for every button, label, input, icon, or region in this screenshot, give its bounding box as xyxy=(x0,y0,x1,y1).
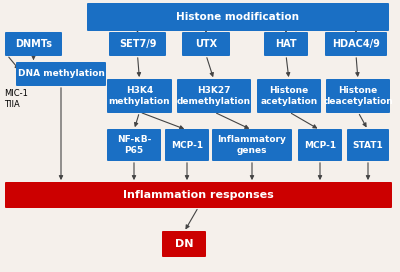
Text: HAT: HAT xyxy=(275,39,297,49)
FancyBboxPatch shape xyxy=(109,32,166,56)
FancyBboxPatch shape xyxy=(298,129,342,161)
Text: MCP-1: MCP-1 xyxy=(304,141,336,150)
Text: MIC-1
TIIA: MIC-1 TIIA xyxy=(4,89,28,109)
FancyBboxPatch shape xyxy=(177,79,251,113)
FancyBboxPatch shape xyxy=(264,32,308,56)
Text: STAT1: STAT1 xyxy=(353,141,383,150)
FancyBboxPatch shape xyxy=(5,182,392,208)
FancyBboxPatch shape xyxy=(87,3,389,31)
FancyBboxPatch shape xyxy=(182,32,230,56)
Text: HDAC4/9: HDAC4/9 xyxy=(332,39,380,49)
Text: H3K27
demethylation: H3K27 demethylation xyxy=(177,86,251,106)
FancyBboxPatch shape xyxy=(347,129,389,161)
FancyBboxPatch shape xyxy=(326,79,390,113)
Text: DNMTs: DNMTs xyxy=(15,39,52,49)
Text: H3K4
methylation: H3K4 methylation xyxy=(109,86,170,106)
FancyBboxPatch shape xyxy=(162,231,206,257)
Text: UTX: UTX xyxy=(195,39,217,49)
FancyBboxPatch shape xyxy=(107,79,172,113)
Text: MCP-1: MCP-1 xyxy=(171,141,203,150)
FancyBboxPatch shape xyxy=(257,79,321,113)
Text: Inflammation responses: Inflammation responses xyxy=(123,190,274,200)
FancyBboxPatch shape xyxy=(325,32,387,56)
Text: Histone modification: Histone modification xyxy=(176,12,300,22)
Text: Histone
deacetylation: Histone deacetylation xyxy=(323,86,393,106)
Text: DN: DN xyxy=(175,239,193,249)
Text: DNA methylation: DNA methylation xyxy=(18,70,104,79)
FancyBboxPatch shape xyxy=(16,62,106,86)
FancyBboxPatch shape xyxy=(5,32,62,56)
Text: Inflammatory
genes: Inflammatory genes xyxy=(218,135,286,155)
Text: SET7/9: SET7/9 xyxy=(119,39,156,49)
FancyBboxPatch shape xyxy=(212,129,292,161)
FancyBboxPatch shape xyxy=(165,129,209,161)
Text: NF-κB-
P65: NF-κB- P65 xyxy=(117,135,151,155)
FancyBboxPatch shape xyxy=(107,129,161,161)
Text: Histone
acetylation: Histone acetylation xyxy=(260,86,318,106)
